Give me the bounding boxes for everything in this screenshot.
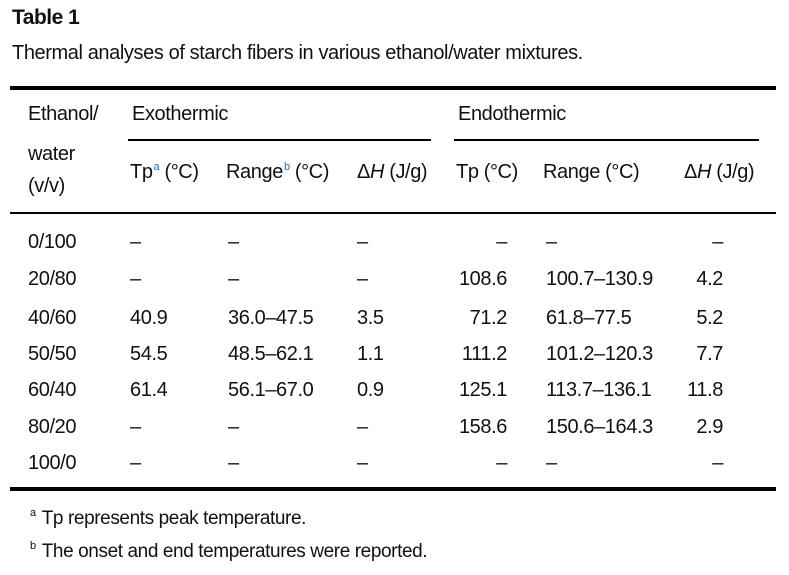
exothermic-group-header: Exothermic: [132, 103, 229, 125]
col-header-exo-range: Rangeb (°C): [226, 161, 330, 183]
row-exo-range: –: [228, 268, 239, 290]
row-exo-dh: –: [357, 268, 368, 290]
col-header-exo-range-text: Range: [226, 161, 283, 183]
row-exo-tp: 54.5: [130, 343, 168, 365]
stub-header-line-2: water: [28, 143, 75, 165]
col-header-exo-dh-var: H: [369, 161, 385, 183]
row-exo-dh: 3.5: [357, 307, 384, 329]
row-endo-tp: 158.6: [458, 416, 507, 438]
col-header-exo-dh-unit: (J/g): [389, 161, 428, 183]
row-endo-tp: –: [496, 231, 507, 253]
endothermic-group-header: Endothermic: [458, 103, 566, 125]
col-header-exo-tp-unit: (°C): [164, 161, 199, 183]
endothermic-group-rule: [454, 139, 759, 141]
col-header-endo-dh-var: H: [696, 161, 712, 183]
col-header-endo-dh-symbol: Δ: [684, 161, 697, 183]
footnote-ref-a: a: [153, 161, 160, 173]
row-exo-dh: –: [357, 231, 368, 253]
row-endo-tp: –: [496, 452, 507, 474]
footnote-b-text: The onset and end temperatures were repo…: [41, 541, 428, 562]
row-endo-range: 61.8–77.5: [546, 307, 632, 329]
footnote-ref-b: b: [283, 161, 290, 173]
row-ratio: 100/0: [28, 452, 77, 474]
row-ratio: 80/20: [28, 416, 77, 438]
col-header-endo-range: Range (°C): [543, 161, 640, 183]
row-exo-tp: 40.9: [130, 307, 168, 329]
row-endo-dh: –: [712, 452, 723, 474]
row-ratio: 60/40: [28, 379, 77, 401]
row-endo-dh: 2.9: [696, 416, 723, 438]
footnote-b-mark: b: [30, 540, 36, 552]
row-exo-range: –: [228, 416, 239, 438]
row-endo-range: 101.2–120.3: [546, 343, 653, 365]
col-header-exo-dh: ΔH (J/g): [357, 161, 428, 183]
col-header-exo-range-unit: (°C): [294, 161, 330, 183]
row-ratio: 40/60: [28, 307, 77, 329]
header-bottom-rule: [10, 212, 776, 214]
row-endo-dh: 5.2: [696, 307, 723, 329]
col-header-exo-tp: Tpa (°C): [130, 161, 199, 183]
row-exo-dh: 1.1: [357, 343, 384, 365]
row-exo-range: 36.0–47.5: [228, 307, 314, 329]
stub-header-line-3: (v/v): [28, 175, 65, 197]
col-header-endo-dh-unit: (J/g): [716, 161, 755, 183]
row-exo-range: –: [228, 231, 239, 253]
row-endo-range: –: [546, 231, 557, 253]
row-exo-dh: –: [357, 452, 368, 474]
row-endo-dh: 4.2: [696, 268, 723, 290]
row-endo-range: 113.7–136.1: [546, 379, 652, 401]
row-exo-dh: 0.9: [357, 379, 384, 401]
row-exo-tp: –: [130, 268, 141, 290]
row-ratio: 50/50: [28, 343, 77, 365]
footnote-a-mark: a: [30, 507, 36, 519]
row-exo-range: 48.5–62.1: [228, 343, 314, 365]
row-endo-dh: 7.7: [696, 343, 723, 365]
row-exo-tp: –: [130, 416, 141, 438]
top-rule: [10, 86, 776, 90]
col-header-endo-dh: ΔH (J/g): [684, 161, 755, 183]
footnote-b: b The onset and end temperatures were rep…: [30, 540, 428, 562]
row-endo-dh: 11.8: [687, 379, 723, 401]
stub-header-line-1: Ethanol/: [28, 103, 99, 125]
footnote-a-text: Tp represents peak temperature.: [41, 508, 307, 529]
table-caption: Thermal analyses of starch fibers in var…: [12, 42, 583, 64]
row-endo-range: 100.7–130.9: [546, 268, 653, 290]
row-endo-tp: 108.6: [458, 268, 507, 290]
footnote-a: a Tp represents peak temperature.: [30, 507, 307, 529]
row-endo-tp: 71.2: [469, 307, 508, 329]
row-exo-dh: –: [357, 416, 368, 438]
row-exo-range: –: [228, 452, 239, 474]
row-endo-tp: 111.2: [461, 343, 507, 365]
row-exo-tp: –: [130, 231, 141, 253]
table-title: Table 1: [12, 6, 80, 29]
exothermic-group-rule: [128, 139, 431, 141]
row-exo-tp: –: [130, 452, 141, 474]
row-endo-tp: 125.1: [458, 379, 507, 401]
row-exo-range: 56.1–67.0: [228, 379, 314, 401]
row-ratio: 0/100: [28, 231, 77, 253]
row-endo-range: 150.6–164.3: [546, 416, 653, 438]
row-ratio: 20/80: [28, 268, 77, 290]
col-header-exo-tp-text: Tp: [130, 161, 153, 183]
row-endo-dh: –: [712, 231, 723, 253]
col-header-exo-dh-symbol: Δ: [357, 161, 370, 183]
row-exo-tp: 61.4: [130, 379, 168, 401]
col-header-endo-tp: Tp (°C): [456, 161, 518, 183]
row-endo-range: –: [546, 452, 557, 474]
bottom-rule: [10, 487, 776, 491]
